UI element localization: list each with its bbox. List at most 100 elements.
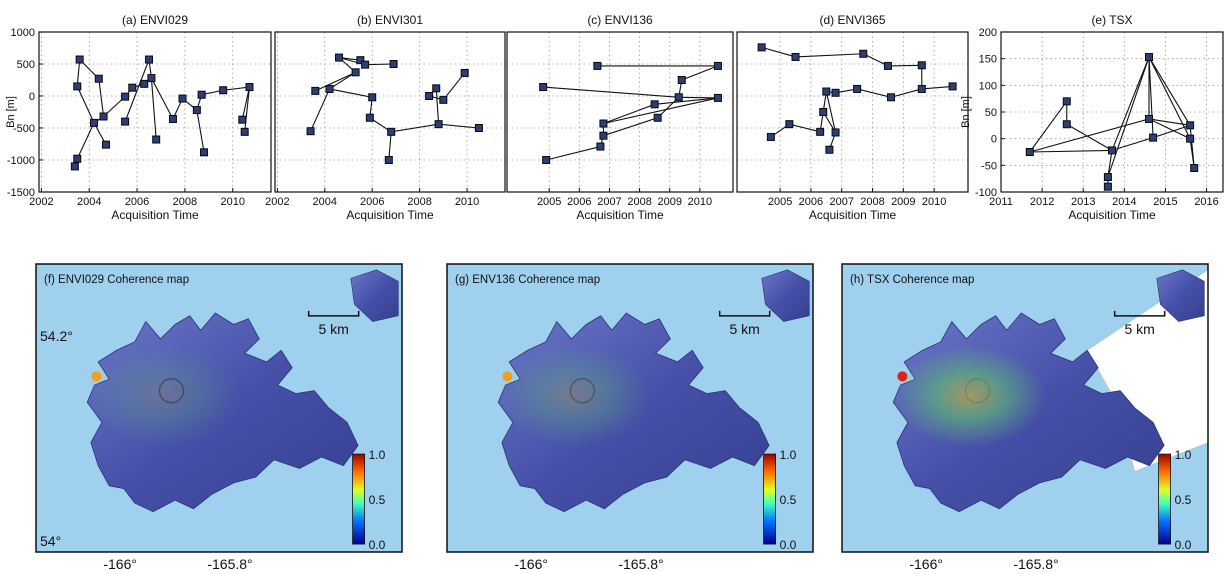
acquisition-point [240, 127, 249, 136]
acquisition-point [99, 112, 108, 121]
scale-label: 5 km [318, 321, 348, 337]
baseline-edge [1111, 56, 1150, 151]
baseline-edge [1107, 150, 1113, 178]
acquisition-point [1149, 133, 1158, 142]
baseline-edge [438, 123, 479, 129]
acquisition-point [596, 142, 605, 151]
acquisition-point [351, 68, 360, 77]
small-island [761, 269, 810, 322]
x-tick-label: 2007 [829, 196, 853, 208]
acquisition-point [917, 61, 926, 70]
high-coherence-spot [91, 371, 102, 382]
x-tick-label: 2015 [1153, 196, 1177, 208]
acquisition-point [816, 127, 825, 136]
acquisition-point [311, 86, 320, 95]
y-tick-label: -100 [975, 187, 997, 199]
acquisition-point [1062, 97, 1071, 106]
y-axis-label: Bn [m] [5, 96, 17, 128]
baseline-edge [921, 85, 953, 90]
acquisition-point [335, 53, 344, 62]
acquisition-point [819, 108, 828, 116]
acquisition-point [831, 128, 840, 137]
acquisition-point [653, 113, 662, 122]
x-axis-label: Acquisition Time [576, 208, 664, 222]
acquisition-point [432, 84, 441, 93]
baseline-edge [442, 72, 466, 101]
x-tick-label: 2006 [567, 196, 591, 208]
plot-area [1001, 32, 1223, 192]
colorbar-tick-label: 0.5 [369, 493, 386, 507]
baseline-edge [315, 71, 356, 92]
acquisition-point [384, 156, 393, 164]
baseline-edge [1029, 118, 1150, 153]
y-tick-label: 1000 [11, 27, 35, 39]
acquisition-point [757, 43, 766, 52]
x-tick-label: 2006 [799, 196, 823, 208]
acquisition-point [140, 79, 149, 88]
baseline-edge [789, 123, 821, 133]
acquisition-point [389, 60, 398, 68]
baseline-edge [678, 96, 718, 99]
y-tick-label: 500 [17, 59, 35, 71]
x-tick-label: 2010 [688, 196, 712, 208]
acquisition-point [1186, 134, 1195, 143]
map-title: (g) ENV136 Coherence map [455, 274, 600, 286]
scale-label: 5 km [1124, 321, 1154, 337]
high-coherence-spot [897, 371, 908, 382]
scale-bar [718, 310, 771, 317]
colorbar [763, 453, 776, 545]
scale-label: 5 km [729, 321, 759, 337]
acquisition-point [539, 83, 548, 92]
acquisition-point [887, 93, 895, 102]
colorbar-tick-label: 0.5 [1175, 493, 1192, 507]
plot-frame [38, 31, 272, 193]
acquisition-point [70, 162, 79, 171]
colorbar-tick-label: 1.0 [1175, 448, 1192, 462]
baseline-edge [1107, 56, 1150, 178]
acquisition-point [365, 113, 374, 122]
acquisition-point [178, 94, 187, 103]
x-tick-label: 2008 [407, 196, 431, 208]
plot-frame [506, 31, 734, 193]
baseline-edge [76, 59, 81, 87]
y-tick-label: 200 [979, 27, 997, 39]
acquisition-point [73, 82, 82, 91]
colorbar-tick-label: 0.5 [780, 493, 797, 507]
acquisition-point [101, 140, 110, 149]
x-tick-label: 2014 [1112, 196, 1136, 208]
high-coherence-spot [502, 371, 513, 382]
acquisition-point [1025, 148, 1034, 156]
acquisition-point [1103, 173, 1112, 182]
x-tick-label: 2010 [220, 196, 244, 208]
x-tick-label: 2004 [77, 196, 101, 208]
chart-panel-1: (b) ENVI301 2002 2004 2006 2008 2010 Acquisiti… [265, 13, 506, 222]
x-tick-label: 2008 [173, 196, 197, 208]
baseline-edge [244, 86, 251, 132]
lon-label: -165.8° [1013, 556, 1058, 572]
small-island [1156, 269, 1205, 322]
baseline-edge [196, 109, 205, 153]
baseline-edge [890, 88, 922, 98]
acquisition-point [219, 86, 228, 95]
acquisition-point [593, 61, 602, 70]
acquisition-point [361, 60, 370, 69]
lon-label: -166° [514, 556, 548, 572]
acquisition-point [121, 117, 130, 126]
baseline-edge [435, 88, 440, 125]
baseline-edge [150, 78, 157, 140]
lon-label: -166° [103, 556, 137, 572]
baseline-edge [887, 64, 922, 67]
lat-label: 54° [40, 533, 61, 549]
acquisition-point [599, 131, 608, 140]
x-tick-label: 2008 [860, 196, 884, 208]
acquisition-point [368, 93, 377, 102]
coherence-overlay [498, 338, 689, 466]
scale-bar [1113, 310, 1166, 317]
chart-panel-0: (a) ENVI029 2002 2004 2006 2008 2010 -1500 -100… [5, 13, 272, 222]
acquisition-point [145, 55, 154, 64]
acquisition-point [785, 120, 794, 129]
acquisition-point [90, 118, 99, 127]
lon-label: -165.8° [618, 556, 663, 572]
acquisition-point [94, 74, 103, 83]
plot-area [507, 32, 733, 192]
